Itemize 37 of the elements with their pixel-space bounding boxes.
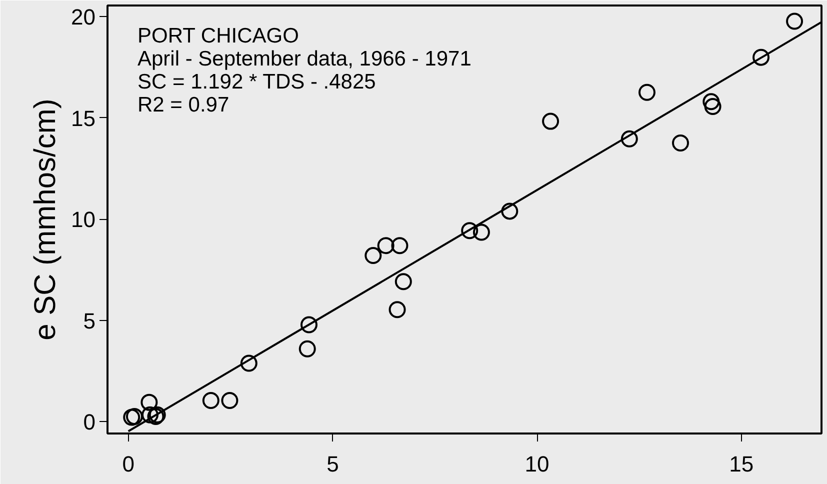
point — [364, 247, 382, 264]
point — [202, 392, 220, 409]
y-tick-label: 15 — [71, 106, 96, 131]
point — [298, 340, 316, 358]
annotation: SC = 1.192 * TDS - .4825 — [138, 70, 376, 94]
point — [221, 392, 238, 409]
point — [461, 222, 478, 240]
y-tick-label: 5 — [83, 308, 96, 334]
point — [638, 84, 656, 101]
point — [140, 394, 158, 411]
point — [377, 237, 394, 254]
point — [752, 48, 770, 66]
point — [501, 202, 518, 220]
annotation: PORT CHICAGO — [138, 24, 299, 48]
annotation: April - September data, 1966 - 1971 — [138, 48, 472, 70]
x-tick-label: 15 — [729, 452, 754, 476]
point — [542, 112, 560, 130]
x-tick-label: 10 — [524, 452, 550, 476]
point — [620, 130, 638, 148]
point — [142, 406, 159, 424]
y-tick-label: 20 — [71, 4, 96, 30]
y-axis-title: e SC (mmhos/cm) — [29, 98, 62, 340]
point — [786, 12, 804, 30]
y-tick-label: 0 — [83, 410, 96, 435]
y-tick-label: 10 — [71, 207, 96, 232]
annotation: R2 = 0.97 — [138, 94, 230, 116]
point — [394, 273, 412, 290]
x-tick-label: 5 — [326, 452, 339, 476]
x-tick-label: 0 — [122, 452, 134, 476]
point — [300, 316, 318, 334]
point — [472, 224, 490, 241]
point — [672, 134, 689, 152]
point — [704, 98, 722, 116]
point — [702, 93, 720, 110]
point — [388, 301, 406, 318]
point — [391, 237, 408, 254]
point — [240, 354, 258, 372]
